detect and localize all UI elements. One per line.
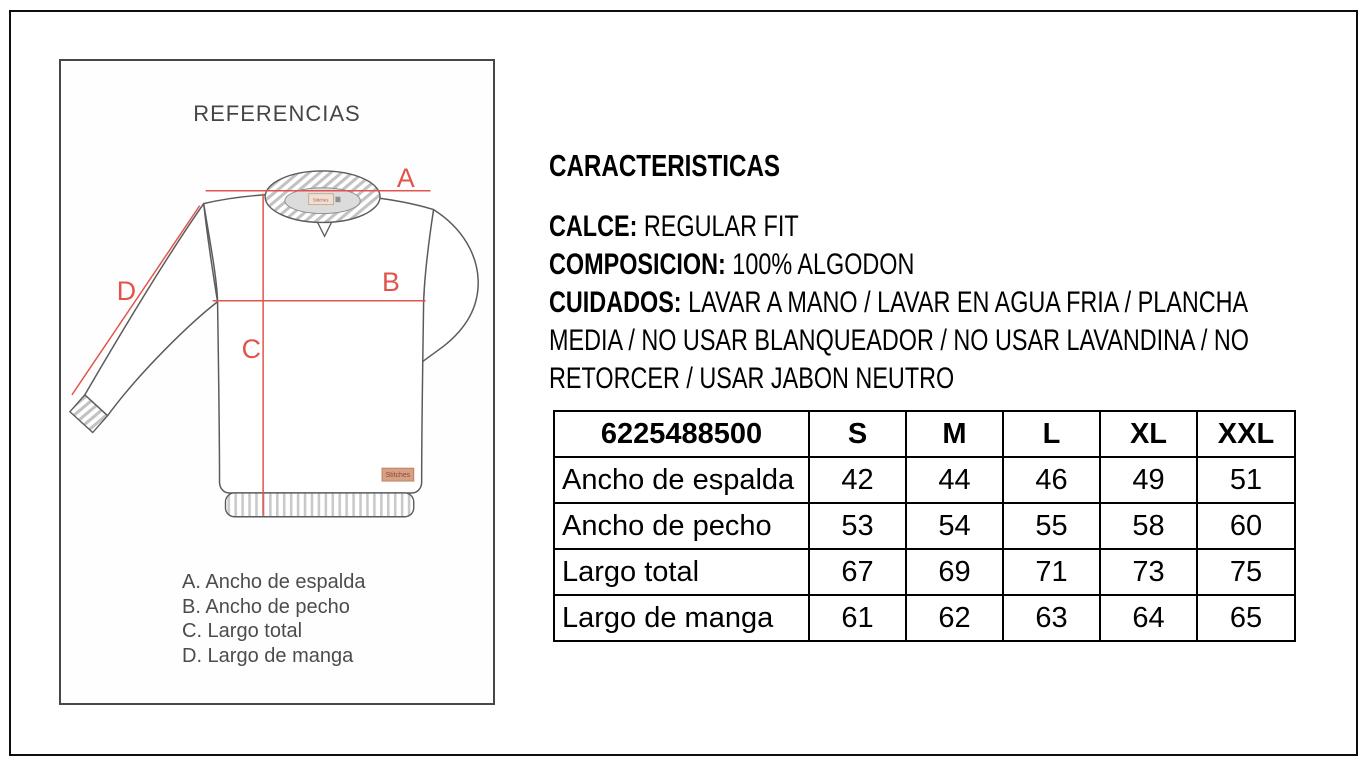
measure-letter-c: C (242, 334, 261, 364)
row-label: Largo de manga (553, 594, 810, 642)
sweater-left-cuff (68, 393, 109, 434)
value-cell: 49 (1099, 456, 1198, 504)
value-cell: 75 (1196, 548, 1296, 596)
value-cell: 60 (1196, 502, 1296, 550)
spec-cuidados-label: CUIDADOS: (549, 286, 682, 319)
value-cell: 42 (808, 456, 907, 504)
value-cell: 67 (808, 548, 907, 596)
outer-border-frame (9, 10, 1358, 756)
sweater-measurement-diagram: Stitches Stitches A B C D (68, 163, 479, 518)
size-col-m: M (905, 410, 1004, 458)
value-cell: 58 (1099, 502, 1198, 550)
product-code-cell: 6225488500 (553, 410, 810, 458)
size-col-xxl: XXL (1196, 410, 1296, 458)
value-cell: 53 (808, 502, 907, 550)
table-row-largo-total: Largo total 67 69 71 73 75 (553, 548, 1296, 596)
characteristics-section: CARACTERISTICAS CALCE: REGULAR FIT COMPO… (549, 148, 1295, 398)
value-cell: 51 (1196, 456, 1296, 504)
value-cell: 54 (905, 502, 1004, 550)
collar-label-patch (308, 193, 334, 206)
brand-label-patch (381, 467, 415, 482)
spec-cuidados-value: LAVAR A MANO / LAVAR EN AGUA FRIA / PLAN… (549, 286, 1249, 395)
value-cell: 63 (1002, 594, 1101, 642)
value-cell: 69 (905, 548, 1004, 596)
table-row-largo-manga: Largo de manga 61 62 63 64 65 (553, 594, 1296, 642)
size-col-s: S (808, 410, 907, 458)
characteristics-title: CARACTERISTICAS (549, 148, 781, 183)
measure-letter-d: D (117, 276, 136, 306)
value-cell: 73 (1099, 548, 1198, 596)
spec-cuidados: CUIDADOS: LAVAR A MANO / LAVAR EN AGUA F… (549, 284, 1295, 398)
measure-letter-a: A (397, 163, 415, 193)
collar-label-text: Stitches (313, 198, 330, 203)
spec-calce-value: REGULAR FIT (643, 210, 799, 243)
measure-legend: A. Ancho de espalda B. Ancho de pecho C.… (182, 570, 365, 668)
row-label: Ancho de espalda (553, 456, 810, 504)
measure-letter-b: B (382, 267, 400, 297)
legend-item-b: B. Ancho de pecho (182, 595, 350, 618)
measure-line-d (71, 205, 201, 396)
value-cell: 61 (808, 594, 907, 642)
spec-composicion-value: 100% ALGODON (732, 248, 915, 281)
table-row-ancho-espalda: Ancho de espalda 42 44 46 49 51 (553, 456, 1296, 504)
size-table: 6225488500 S M L XL XXL Ancho de espalda… (553, 410, 1296, 642)
value-cell: 62 (905, 594, 1004, 642)
row-label: Ancho de pecho (553, 502, 810, 550)
size-col-l: L (1002, 410, 1101, 458)
sweater-hem-band (224, 492, 415, 518)
legend-item-a: A. Ancho de espalda (182, 571, 366, 593)
legend-item-d: D. Largo de manga (182, 644, 354, 667)
spec-composicion: COMPOSICION: 100% ALGODON (549, 246, 1295, 284)
value-cell: 55 (1002, 502, 1101, 550)
value-cell: 44 (905, 456, 1004, 504)
value-cell: 46 (1002, 456, 1101, 504)
spec-calce: CALCE: REGULAR FIT (549, 208, 1295, 246)
spec-calce-label: CALCE: (549, 210, 638, 243)
value-cell: 65 (1196, 594, 1296, 642)
spec-composicion-label: COMPOSICION: (549, 248, 726, 281)
value-cell: 71 (1002, 548, 1101, 596)
sweater-left-sleeve (84, 202, 219, 417)
collar-hang-tag (335, 196, 341, 203)
references-panel: REFERENCIAS (59, 59, 495, 705)
brand-label-text: Stitches (386, 472, 411, 479)
value-cell: 64 (1099, 594, 1198, 642)
row-label: Largo total (553, 548, 810, 596)
table-row-ancho-pecho: Ancho de pecho 53 54 55 58 60 (553, 502, 1296, 550)
sweater-body (202, 192, 435, 494)
legend-item-c: C. Largo total (182, 620, 303, 642)
size-table-header-row: 6225488500 S M L XL XXL (553, 410, 1296, 458)
size-col-xl: XL (1099, 410, 1198, 458)
references-title: REFERENCIAS (193, 101, 361, 126)
